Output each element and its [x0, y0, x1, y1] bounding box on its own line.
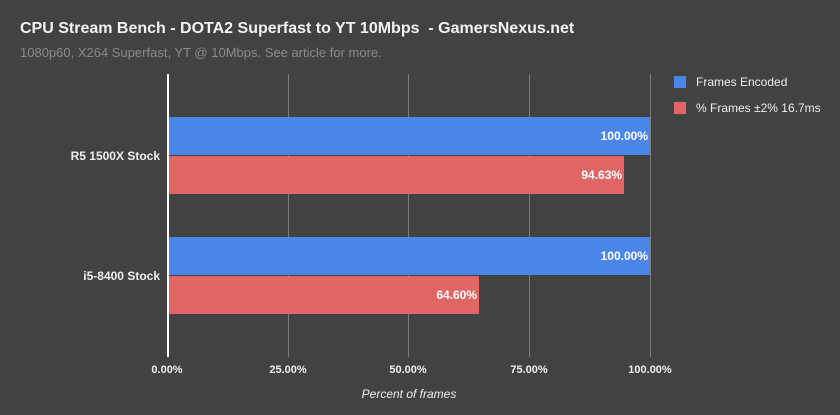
legend-item-frames-within[interactable]: % Frames ±2% 16.7ms: [674, 100, 821, 116]
bar-r5-frames-encoded: 100.00%: [167, 117, 650, 155]
category-label-i5: i5-8400 Stock: [83, 269, 160, 283]
gridline-100: [650, 74, 651, 357]
bar-value-label: 94.63%: [581, 168, 623, 182]
x-tick-100: 100.00%: [628, 364, 672, 376]
x-tick-0: 0.00%: [151, 364, 183, 376]
y-axis-line: [167, 74, 169, 357]
bar-r5-frames-within: 94.63%: [167, 156, 625, 194]
x-tick-25: 25.00%: [269, 364, 307, 376]
plot-area: 100.00% 94.63% 100.00% 64.60%: [167, 74, 651, 357]
gridline-50: [408, 74, 409, 357]
legend-label: % Frames ±2% 16.7ms: [696, 101, 821, 115]
x-tick-50: 50.00%: [389, 364, 427, 376]
bar-value-label: 64.60%: [436, 288, 478, 302]
bar-value-label: 100.00%: [600, 129, 648, 143]
chart-title: CPU Stream Bench - DOTA2 Superfast to YT…: [20, 20, 575, 37]
chart-subtitle: 1080p60, X264 Superfast, YT @ 10Mbps. Se…: [20, 45, 382, 60]
category-label-r5: R5 1500X Stock: [70, 149, 160, 163]
x-tick-75: 75.00%: [510, 364, 548, 376]
legend-swatch-blue: [674, 76, 686, 88]
bar-i5-frames-within: 64.60%: [167, 276, 480, 314]
gridline-25: [288, 74, 289, 357]
gridline-75: [529, 74, 530, 357]
legend-item-frames-encoded[interactable]: Frames Encoded: [674, 74, 821, 90]
legend-swatch-red: [674, 102, 686, 114]
bar-value-label: 100.00%: [600, 249, 648, 263]
bar-i5-frames-encoded: 100.00%: [167, 237, 650, 275]
legend: Frames Encoded % Frames ±2% 16.7ms: [674, 74, 821, 126]
x-axis-title: Percent of frames: [361, 387, 457, 401]
legend-label: Frames Encoded: [696, 75, 788, 89]
